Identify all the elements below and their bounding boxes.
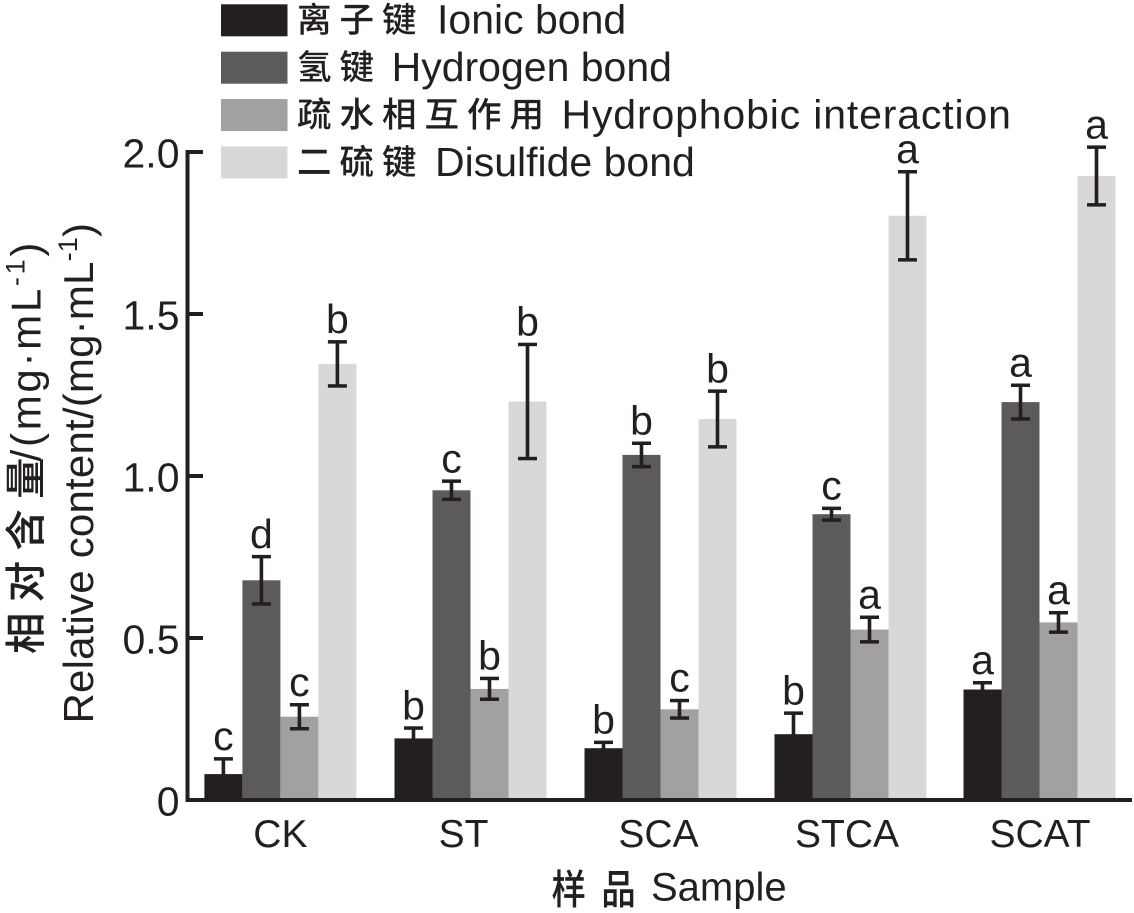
svg-text:Ionic bond: Ionic bond — [437, 0, 626, 43]
svg-text:a: a — [1009, 340, 1032, 386]
svg-text:b: b — [630, 398, 653, 444]
svg-text:b: b — [706, 345, 729, 391]
svg-text:Disulfide bond: Disulfide bond — [435, 139, 695, 185]
svg-text:a: a — [896, 126, 919, 172]
svg-text:a: a — [1085, 101, 1108, 147]
svg-text:0.5: 0.5 — [123, 616, 180, 662]
svg-text:Hydrophobic interaction: Hydrophobic interaction — [562, 92, 1012, 138]
svg-text:d: d — [250, 511, 273, 557]
svg-text:Relative content/(mg·mL-1): Relative content/(mg·mL-1) — [53, 223, 102, 724]
svg-text:c: c — [441, 435, 462, 481]
svg-text:STCA: STCA — [795, 813, 899, 856]
svg-text:a: a — [1047, 567, 1070, 613]
svg-text:ST: ST — [439, 813, 489, 856]
svg-text:b: b — [326, 296, 349, 342]
svg-text:Sample: Sample — [651, 866, 787, 910]
svg-text:b: b — [402, 682, 425, 728]
svg-text:SCAT: SCAT — [989, 813, 1090, 856]
svg-text:1.5: 1.5 — [123, 292, 180, 338]
svg-text:c: c — [821, 463, 842, 509]
svg-text:c: c — [669, 655, 690, 701]
svg-text:0: 0 — [157, 778, 180, 824]
svg-text:c: c — [213, 713, 234, 759]
svg-text:b: b — [516, 299, 539, 345]
svg-text:CK: CK — [253, 813, 307, 856]
svg-text:a: a — [971, 637, 994, 683]
svg-text:b: b — [592, 697, 615, 743]
svg-text:SCA: SCA — [618, 813, 698, 856]
svg-text:2.0: 2.0 — [123, 130, 180, 176]
svg-text:1.0: 1.0 — [123, 454, 180, 500]
svg-text:a: a — [858, 572, 881, 618]
svg-text:b: b — [478, 633, 501, 679]
svg-text:Hydrogen bond: Hydrogen bond — [392, 44, 672, 90]
svg-text:c: c — [289, 659, 310, 705]
svg-text:b: b — [782, 667, 805, 713]
